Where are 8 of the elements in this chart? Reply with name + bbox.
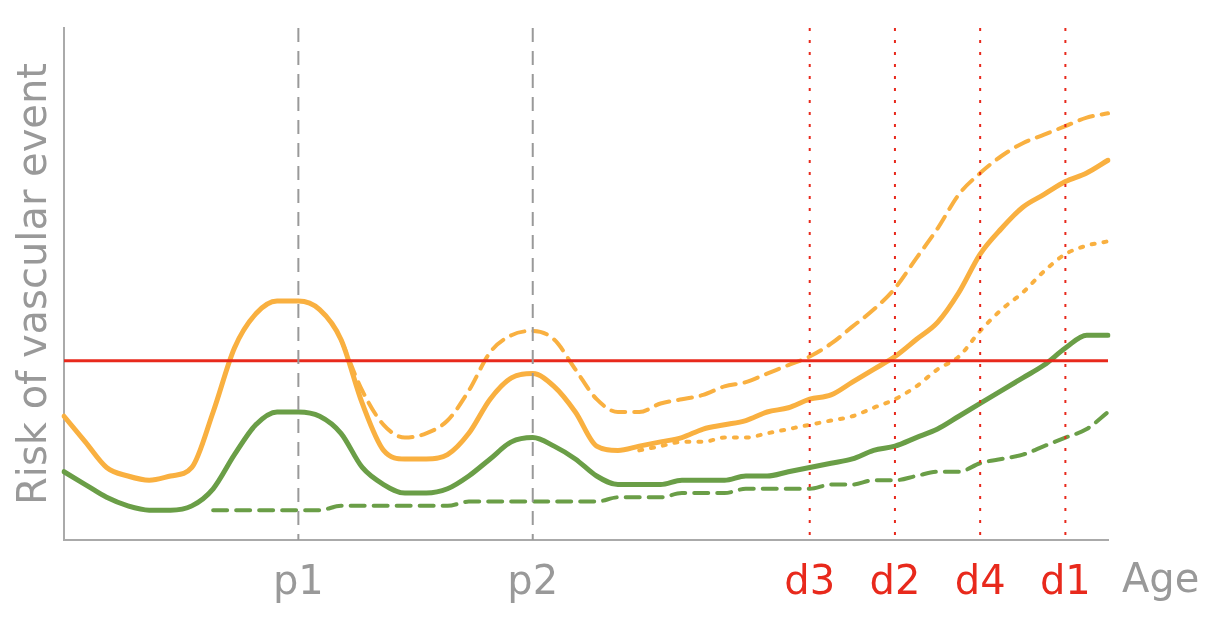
x-axis-title: Age: [1122, 555, 1200, 602]
x-tick-label: p2: [507, 557, 559, 604]
x-tick-label: d3: [784, 557, 836, 604]
y-axis-title: Risk of vascular event: [9, 63, 56, 505]
x-tick-label: d1: [1039, 557, 1091, 604]
x-tick-label: d4: [954, 557, 1006, 604]
x-tick-label: p1: [272, 557, 324, 604]
x-tick-label: d2: [869, 557, 921, 604]
